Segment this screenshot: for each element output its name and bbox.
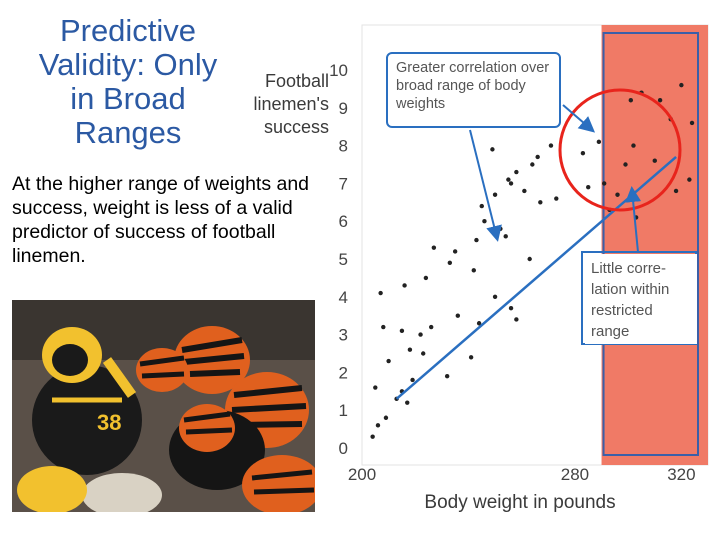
data-point — [407, 347, 413, 352]
data-point — [687, 177, 692, 182]
data-point — [673, 188, 679, 194]
data-point — [586, 184, 591, 190]
data-point — [503, 234, 508, 239]
x-tick-label: 200 — [348, 465, 376, 484]
restricted-range-circle — [558, 88, 682, 212]
data-point — [615, 192, 620, 197]
y-tick-label: 10 — [329, 61, 348, 80]
right-callout: Little corre-lation within restricted ra… — [585, 254, 697, 344]
x-tick-label: 280 — [561, 465, 589, 484]
data-point — [657, 98, 663, 103]
title-line: Predictive — [59, 13, 197, 48]
data-point — [447, 260, 453, 265]
y-tick-label: 8 — [339, 137, 348, 156]
x-tick-label: 320 — [667, 465, 695, 484]
y-axis-label-line: Football — [264, 71, 329, 91]
data-point — [370, 434, 375, 439]
data-point — [679, 82, 684, 88]
data-point — [490, 147, 495, 152]
data-point — [652, 158, 657, 163]
football-photo: 38 — [12, 300, 315, 512]
y-tick-label: 6 — [339, 212, 348, 231]
data-point — [554, 196, 559, 201]
y-tick-label: 7 — [339, 174, 348, 193]
data-point — [431, 245, 437, 250]
slide-body-text: At the higher range of weights and succe… — [12, 173, 310, 267]
data-point — [580, 150, 586, 156]
restricted-range-frame — [602, 32, 699, 456]
data-point — [492, 192, 498, 197]
data-point — [514, 169, 519, 175]
y-tick-label: 0 — [339, 439, 348, 458]
data-point — [548, 143, 554, 148]
y-tick-label: 5 — [339, 250, 348, 269]
football-photo-illustration: 38 — [12, 300, 315, 512]
top-callout-arrow — [469, 129, 502, 242]
data-point — [429, 324, 434, 330]
title-line: Validity: Only — [38, 47, 218, 82]
data-point — [386, 358, 391, 364]
data-point — [383, 415, 389, 420]
data-point — [479, 203, 484, 209]
title-line: in Broad — [70, 81, 186, 116]
y-tick-label: 4 — [339, 288, 348, 307]
data-point — [381, 324, 386, 330]
data-point — [631, 143, 636, 148]
y-axis-label: Football linemen's success — [253, 70, 329, 139]
data-point — [530, 162, 535, 167]
data-point — [444, 373, 450, 379]
top-callout-arrow-right — [562, 104, 596, 133]
data-point — [538, 200, 543, 205]
data-point — [508, 181, 514, 186]
top-callout: Greater correlation over broad range of … — [386, 52, 561, 128]
data-point — [423, 275, 429, 281]
jersey-number: 38 — [97, 410, 121, 435]
data-point — [471, 268, 476, 273]
data-point — [535, 154, 540, 160]
data-point — [623, 162, 628, 167]
y-tick-label: 9 — [339, 99, 348, 118]
data-point — [402, 283, 407, 288]
data-point — [476, 321, 482, 326]
restricted-range-band — [601, 25, 708, 465]
data-point — [418, 332, 423, 337]
data-point — [375, 423, 381, 428]
data-point — [474, 237, 479, 243]
data-point — [596, 139, 602, 145]
data-point — [378, 290, 383, 296]
data-point — [508, 305, 514, 311]
y-tick-label: 2 — [339, 363, 348, 382]
data-point — [522, 188, 527, 194]
data-point — [514, 317, 519, 322]
data-point — [506, 177, 511, 182]
data-point — [468, 355, 474, 360]
data-point — [628, 98, 634, 103]
data-point — [410, 377, 415, 383]
y-axis-label-line: success — [263, 117, 329, 137]
data-point — [421, 351, 426, 356]
title-line: Ranges — [74, 115, 182, 150]
data-point — [689, 120, 695, 126]
data-point — [527, 256, 532, 262]
y-tick-label: 3 — [339, 326, 348, 345]
data-point — [399, 328, 405, 334]
data-point — [498, 226, 503, 231]
data-point — [452, 249, 458, 254]
data-point — [602, 181, 607, 186]
slide-title: Predictive Validity: Only in Broad Range… — [8, 14, 248, 150]
right-callout-arrow — [625, 186, 642, 253]
y-tick-label: 1 — [339, 401, 348, 420]
data-point — [492, 294, 498, 299]
data-point — [405, 400, 410, 405]
y-axis-label-line: linemen's — [253, 94, 329, 114]
data-point — [482, 219, 487, 224]
data-point — [373, 385, 378, 390]
x-axis-label: Body weight in pounds — [424, 492, 616, 513]
data-point — [455, 313, 461, 318]
